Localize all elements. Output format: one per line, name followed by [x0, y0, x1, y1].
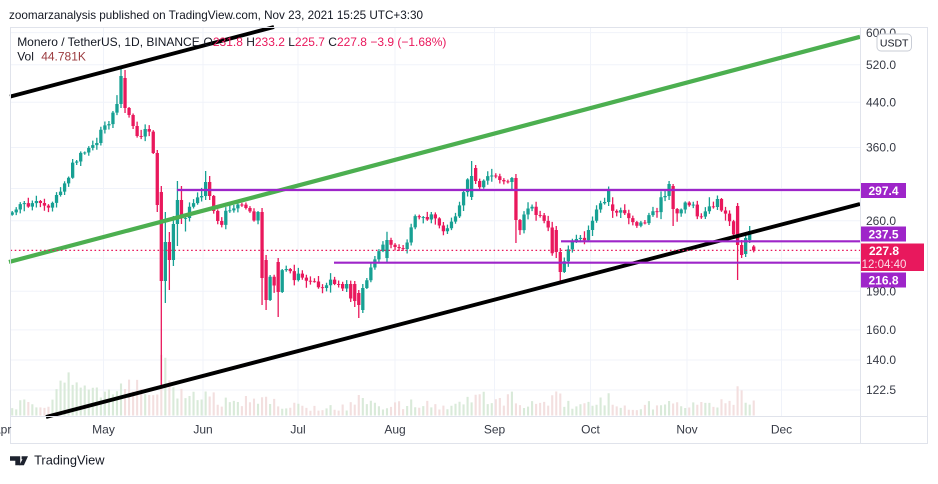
svg-text:216.8: 216.8 — [868, 273, 898, 287]
svg-text:Aug: Aug — [384, 423, 405, 437]
svg-text:190.0: 190.0 — [866, 285, 896, 299]
svg-text:520.0: 520.0 — [866, 58, 896, 72]
svg-text:May: May — [92, 423, 115, 437]
svg-text:122.5: 122.5 — [866, 383, 896, 397]
svg-text:360.0: 360.0 — [866, 141, 896, 155]
svg-text:Jul: Jul — [290, 423, 305, 437]
svg-text:227.8: 227.8 — [869, 244, 899, 258]
svg-text:Oct: Oct — [581, 423, 600, 437]
svg-text:O231.8 H233.2 L225.7 C227.8 −3: O231.8 H233.2 L225.7 C227.8 −3.9 (−1.68%… — [204, 35, 447, 49]
svg-text:440.0: 440.0 — [866, 96, 896, 110]
svg-text:zoomarzanalysis published on T: zoomarzanalysis published on TradingView… — [9, 9, 423, 22]
svg-text:237.5: 237.5 — [868, 227, 898, 241]
svg-text:Jun: Jun — [193, 423, 212, 437]
svg-text:44.781K: 44.781K — [41, 50, 86, 64]
svg-text:260.0: 260.0 — [866, 214, 896, 228]
svg-text:12:04:40: 12:04:40 — [862, 259, 907, 271]
svg-text:Nov: Nov — [676, 423, 697, 437]
svg-text:Apr: Apr — [0, 423, 11, 437]
svg-text:Vol: Vol — [17, 50, 34, 64]
svg-text:160.0: 160.0 — [866, 323, 896, 337]
svg-text:297.4: 297.4 — [868, 184, 898, 198]
svg-text:USDT: USDT — [880, 37, 909, 49]
svg-text:Dec: Dec — [771, 423, 792, 437]
svg-text:140.0: 140.0 — [866, 353, 896, 367]
svg-text:TradingView: TradingView — [34, 453, 105, 468]
svg-text:Monero / TetherUS, 1D, BINANCE: Monero / TetherUS, 1D, BINANCE — [17, 35, 200, 49]
svg-text:Sep: Sep — [484, 423, 506, 437]
